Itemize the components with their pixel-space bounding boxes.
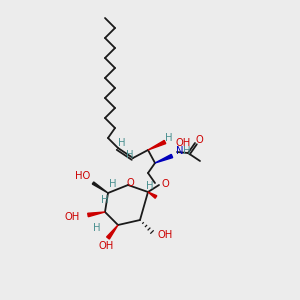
Polygon shape [155, 154, 173, 163]
Polygon shape [148, 140, 166, 150]
Text: H: H [101, 195, 109, 205]
Text: H: H [183, 146, 190, 156]
Text: O: O [126, 178, 134, 188]
Polygon shape [92, 182, 108, 193]
Text: H: H [126, 150, 134, 160]
Text: O: O [161, 179, 169, 189]
Text: N: N [176, 146, 184, 156]
Text: H: H [109, 179, 117, 189]
Text: O: O [195, 135, 203, 145]
Polygon shape [106, 225, 118, 239]
Text: HO: HO [75, 171, 90, 181]
Text: OH: OH [157, 230, 172, 240]
Polygon shape [148, 192, 157, 198]
Polygon shape [88, 212, 105, 217]
Text: H: H [165, 133, 173, 143]
Text: OH: OH [175, 138, 190, 148]
Text: H: H [118, 138, 126, 148]
Text: OH: OH [98, 241, 114, 251]
Text: H: H [146, 181, 154, 191]
Text: OH: OH [65, 212, 80, 222]
Text: H: H [93, 223, 101, 233]
